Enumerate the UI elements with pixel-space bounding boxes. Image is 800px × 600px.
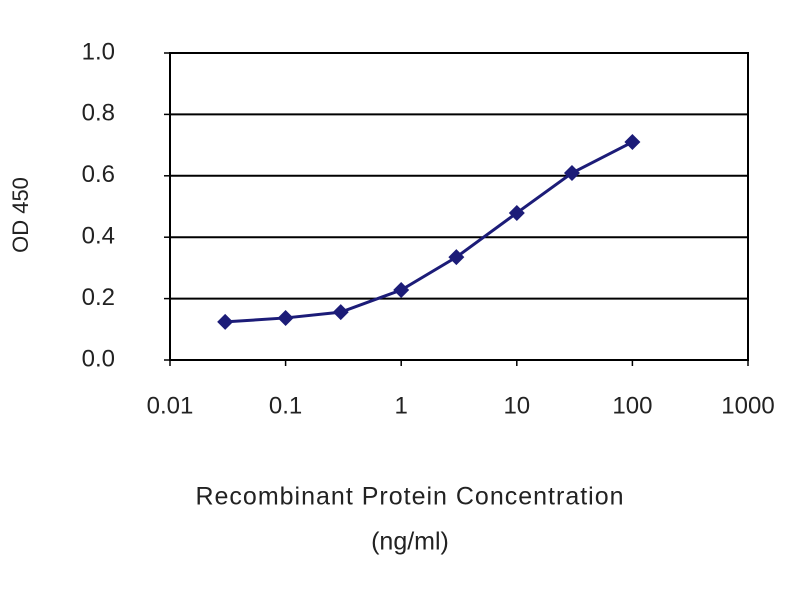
x-tick-label: 0.01 xyxy=(147,392,194,419)
data-point xyxy=(277,309,294,326)
data-point xyxy=(332,304,349,321)
y-tick-label: 1.0 xyxy=(82,38,115,65)
x-tick-label: 10 xyxy=(503,392,530,419)
y-axis-label: OD 450 xyxy=(8,177,33,253)
y-tick-label: 0.2 xyxy=(82,284,115,311)
plot-frame xyxy=(169,52,749,361)
data-line xyxy=(225,140,634,324)
x-tick-label: 0.1 xyxy=(269,392,302,419)
y-tick-label: 0.8 xyxy=(82,100,115,127)
data-point xyxy=(393,282,410,299)
x-tick-label: 1 xyxy=(395,392,408,419)
x-axis-label: Recombinant Protein Concentration xyxy=(195,483,624,511)
data-point xyxy=(624,134,641,151)
y-tick-label: 0.4 xyxy=(82,223,115,250)
x-tick-label: 1000 xyxy=(721,392,774,419)
y-tick-label: 0.0 xyxy=(82,345,115,372)
x-tick-label: 100 xyxy=(612,392,652,419)
x-axis-unit: (ng/ml) xyxy=(371,528,449,556)
y-tick-label: 0.6 xyxy=(82,161,115,188)
data-point xyxy=(448,249,465,266)
data-point xyxy=(563,165,580,182)
data-point xyxy=(508,204,525,221)
data-point xyxy=(217,313,234,330)
